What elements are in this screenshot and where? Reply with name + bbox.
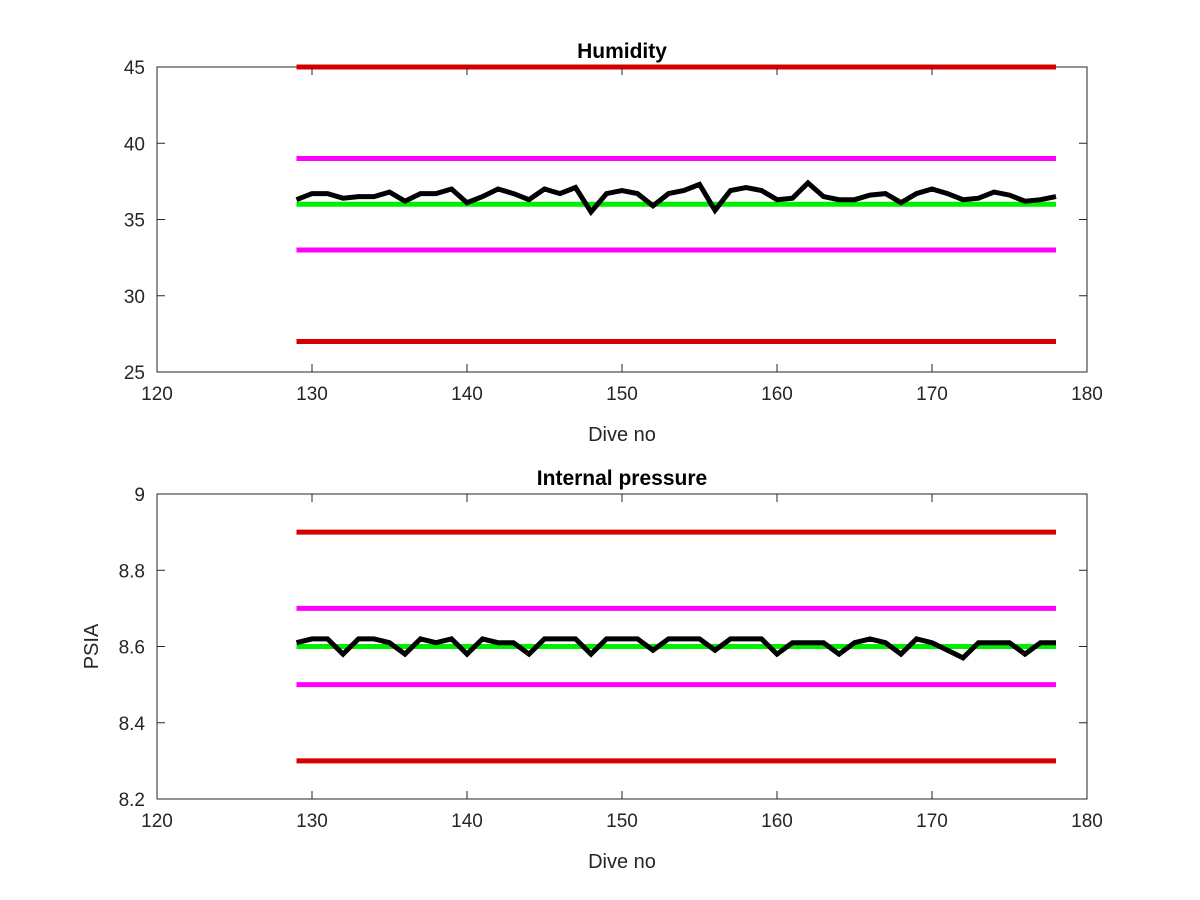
internal-pressure-y-tick-label: 8.4: [119, 714, 146, 735]
humidity-chart: 120 130 140 150 160 170 180 25 30 35 40 45 Humidity…: [124, 40, 1103, 446]
internal-pressure-x-tick-label: 160: [761, 811, 793, 832]
humidity-tick-layer: 120 130 140 150 160 170 180 25 30 35 40 45: [124, 58, 1103, 405]
humidity-chart-title: Humidity: [577, 40, 667, 63]
humidity-y-tick-label: 30: [124, 287, 145, 308]
humidity-x-tick-label: 130: [296, 384, 328, 405]
humidity-plot-area: [156, 66, 1088, 373]
internal-pressure-y-tick-label: 9: [134, 485, 145, 506]
humidity-x-tick-label: 140: [451, 384, 483, 405]
internal-pressure-x-tick-label: 150: [606, 811, 638, 832]
internal-pressure-tick-layer: 120 130 140 150 160 170 180 8.2 8.4 8.6 8.8 9: [119, 485, 1103, 832]
internal-pressure-y-tick-label: 8.2: [119, 790, 145, 811]
internal-pressure-x-tick-label: 140: [451, 811, 483, 832]
internal-pressure-x-tick-label: 130: [296, 811, 328, 832]
internal-pressure-y-tick-label: 8.6: [119, 638, 145, 659]
internal-pressure-x-axis-label: Dive no: [588, 851, 656, 873]
humidity-x-tick-label: 170: [916, 384, 948, 405]
humidity-measurement-line: [295, 179, 1057, 217]
humidity-x-tick-label: 150: [606, 384, 638, 405]
humidity-y-tick-label: 25: [124, 363, 145, 384]
internal-pressure-chart: 120 130 140 150 160 170 180 8.2 8.4 8.6 8.8 9 Inter…: [81, 467, 1103, 873]
internal-pressure-x-tick-label: 120: [141, 811, 173, 832]
humidity-x-tick-label: 120: [141, 384, 173, 405]
humidity-y-tick-label: 35: [124, 211, 145, 232]
humidity-series-layer: [295, 64, 1057, 344]
internal-pressure-y-axis-label: PSIA: [81, 623, 103, 669]
humidity-x-tick-label: 180: [1071, 384, 1103, 405]
internal-pressure-y-tick-label: 8.8: [119, 561, 145, 582]
internal-pressure-measurement-line: [295, 636, 1056, 661]
internal-pressure-chart-title: Internal pressure: [537, 467, 707, 490]
internal-pressure-x-tick-label: 170: [916, 811, 948, 832]
humidity-x-tick-label: 160: [761, 384, 793, 405]
internal-pressure-x-tick-label: 180: [1071, 811, 1103, 832]
internal-pressure-series-layer: [295, 529, 1056, 764]
humidity-x-axis-label: Dive no: [588, 424, 656, 446]
humidity-y-tick-label: 45: [124, 58, 145, 79]
humidity-y-tick-label: 40: [124, 134, 145, 155]
